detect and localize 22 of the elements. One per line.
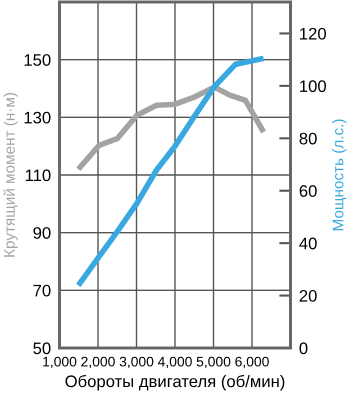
x-tick-label: 5,000 (196, 356, 230, 368)
y-tick-label: 50 (33, 342, 51, 354)
y2-axis-title: Мощность (л.с.) (332, 119, 346, 230)
x-tick-label: 4,000 (158, 356, 192, 368)
x-tick-label: 1,000 (43, 356, 76, 368)
y2-tick-label: 100 (300, 80, 326, 92)
x-tick-label: 2,000 (81, 356, 115, 368)
x-tick-label: 6,000 (235, 356, 269, 368)
y-tick-label: 130 (24, 112, 51, 124)
x-axis-title: Обороты двигателя (об/мин) (65, 374, 284, 391)
y2-tick-label: 60 (300, 185, 317, 197)
y2-tick-label: 40 (299, 238, 317, 250)
y-tick-label: 110 (26, 169, 51, 182)
y-axis-title: Крутящий момент (н·м) (3, 92, 18, 257)
y-tick-label: 90 (33, 227, 51, 239)
y-tick-label: 70 (33, 284, 51, 297)
y-tick-label: 150 (24, 54, 51, 66)
y2-tick-label: 20 (300, 290, 317, 302)
y2-tick-label: 80 (300, 132, 317, 145)
y2-tick-label: 0 (299, 342, 308, 354)
x-tick-label: 3,000 (120, 356, 154, 368)
y2-tick-label: 120 (300, 28, 326, 40)
